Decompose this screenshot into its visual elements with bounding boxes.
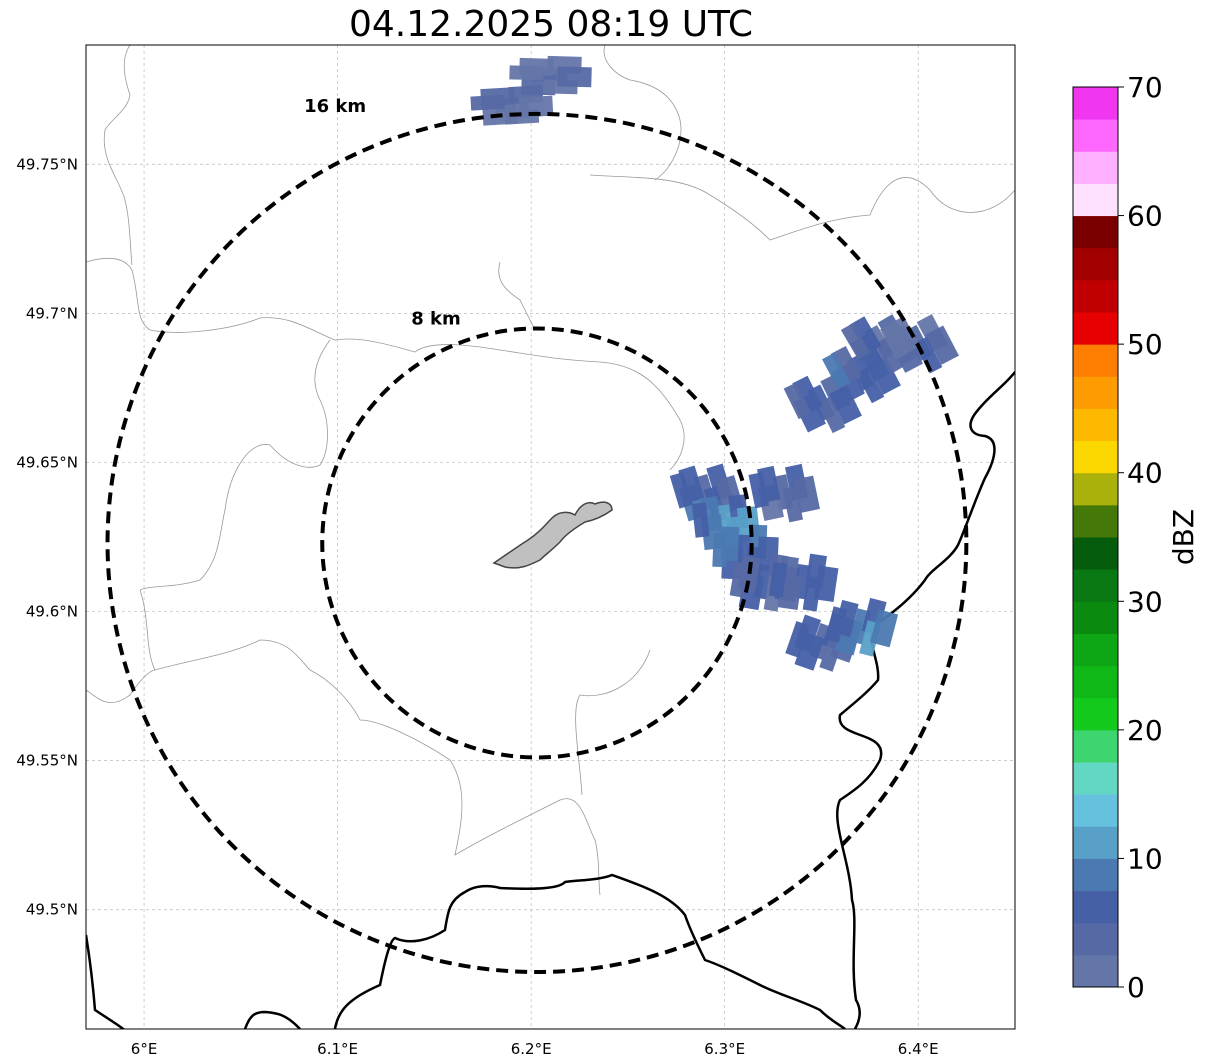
- colorbar-segment: [1073, 215, 1118, 249]
- echo-bin: [793, 475, 820, 513]
- echo-bin: [888, 316, 920, 355]
- echo-bin: [849, 316, 882, 355]
- lon-tick-label: 6.2°E: [511, 1040, 552, 1058]
- colorbar-tick-label: 40: [1127, 457, 1163, 490]
- range-ring: [320, 326, 754, 760]
- echo-bin: [870, 609, 899, 648]
- lon-tick-label: 6.3°E: [704, 1040, 745, 1058]
- colorbar-segment: [1073, 312, 1118, 345]
- lon-tick-labels: 6°E 6.1°E 6.2°E 6.3°E 6.4°E: [131, 1040, 939, 1058]
- range-ring: [105, 111, 969, 975]
- lat-tick-label: 49.6°N: [26, 603, 78, 621]
- colorbar-segment: [1073, 633, 1118, 667]
- lat-tick-labels: 49.5°N 49.55°N 49.6°N 49.65°N 49.7°N 49.75°N: [16, 155, 78, 918]
- echo-bin: [840, 322, 871, 360]
- echo-bin: [783, 382, 812, 420]
- echo-bin: [792, 375, 823, 414]
- echo-bin: [691, 502, 710, 538]
- range-ring-label: 8 km: [411, 309, 461, 330]
- colorbar-segment: [1073, 601, 1118, 634]
- colorbar-segment: [1073, 697, 1118, 731]
- echo-bin: [880, 322, 909, 360]
- echo-bin: [830, 345, 862, 385]
- lon-tick-label: 6.4°E: [898, 1040, 939, 1058]
- lat-tick-label: 49.75°N: [16, 155, 78, 173]
- echo-bin: [925, 325, 959, 365]
- reflectivity-echoes: [470, 55, 959, 672]
- echo-bin: [509, 65, 544, 81]
- colorbar-unit-label: dBZ: [1167, 509, 1200, 565]
- colorbar-tick-label: 70: [1127, 71, 1163, 104]
- colorbar-segment: [1073, 279, 1118, 313]
- lat-tick-label: 49.5°N: [26, 901, 78, 919]
- colorbar-segment: [1073, 472, 1118, 506]
- colorbar-segment: [1073, 344, 1118, 377]
- echo-bin: [768, 561, 788, 598]
- colorbar-segment: [1073, 247, 1118, 281]
- echo-bin: [729, 561, 750, 598]
- lon-tick-label: 6.1°E: [317, 1040, 358, 1058]
- colorbar-tick-label: 10: [1127, 842, 1163, 875]
- echo-bin: [785, 621, 810, 658]
- colorbar-segment: [1073, 665, 1118, 699]
- colorbar-segment: [1073, 826, 1118, 859]
- colorbar-segment: [1073, 762, 1118, 795]
- colorbar-segment: [1073, 922, 1118, 956]
- range-ring-label: 16 km: [304, 96, 366, 117]
- colorbar-segment: [1073, 504, 1118, 538]
- colorbar-segment: [1073, 729, 1118, 763]
- lat-tick-label: 49.55°N: [16, 752, 78, 770]
- echo-bin: [518, 95, 554, 118]
- colorbar-frame: [1072, 86, 1119, 988]
- colorbar-tick-label: 50: [1127, 328, 1163, 361]
- echo-bin: [712, 532, 728, 568]
- colorbar-tick-label: 30: [1127, 585, 1163, 618]
- echo-bin: [748, 472, 770, 509]
- colorbar-tick-label: 60: [1127, 200, 1163, 233]
- colorbar-segment: [1073, 183, 1118, 217]
- echo-bin: [822, 352, 851, 390]
- country-borders: [86, 371, 1015, 1029]
- colorbar-segment: [1073, 440, 1118, 474]
- echo-bin: [817, 396, 846, 434]
- echo-bin: [557, 66, 592, 88]
- echo-bin: [678, 465, 705, 504]
- echo-bin: [669, 471, 693, 509]
- colorbar-segment: [1073, 408, 1118, 442]
- echo-bin: [470, 94, 506, 111]
- echo-bin: [874, 336, 905, 374]
- range-rings: 8 km 16 km: [105, 96, 969, 975]
- echo-bin: [828, 385, 862, 425]
- colorbar-segment: [1073, 569, 1118, 602]
- colorbar-segment: [1073, 954, 1118, 988]
- colorbar-tick-label: 20: [1127, 714, 1163, 747]
- map-frame: [85, 44, 1016, 1030]
- echo-bin: [856, 366, 885, 404]
- echo-bin: [914, 336, 943, 374]
- colorbar-segment: [1073, 890, 1118, 924]
- map-title: 04.12.2025 08:19 UTC: [348, 4, 754, 45]
- colorbar-segment: [1073, 794, 1118, 827]
- colorbar-segment: [1073, 87, 1118, 120]
- colorbar-segment: [1073, 151, 1118, 184]
- colorbar-segment: [1073, 537, 1118, 570]
- colorbar-segment: [1073, 858, 1118, 892]
- colorbar-tick-label: 0: [1127, 971, 1145, 1004]
- colorbar-segment: [1073, 376, 1118, 409]
- admin-boundaries: [86, 45, 1015, 896]
- echo-bin: [825, 606, 848, 643]
- lon-tick-label: 6°E: [131, 1040, 158, 1058]
- lat-tick-label: 49.65°N: [16, 453, 78, 471]
- colorbar-segment: [1073, 119, 1118, 152]
- echo-bin: [813, 565, 839, 602]
- radar-site-shape: [492, 501, 613, 569]
- colorbar: 0 10 20 30 40 50 60 70 dBZ: [1072, 71, 1200, 1004]
- lat-tick-label: 49.7°N: [26, 304, 78, 322]
